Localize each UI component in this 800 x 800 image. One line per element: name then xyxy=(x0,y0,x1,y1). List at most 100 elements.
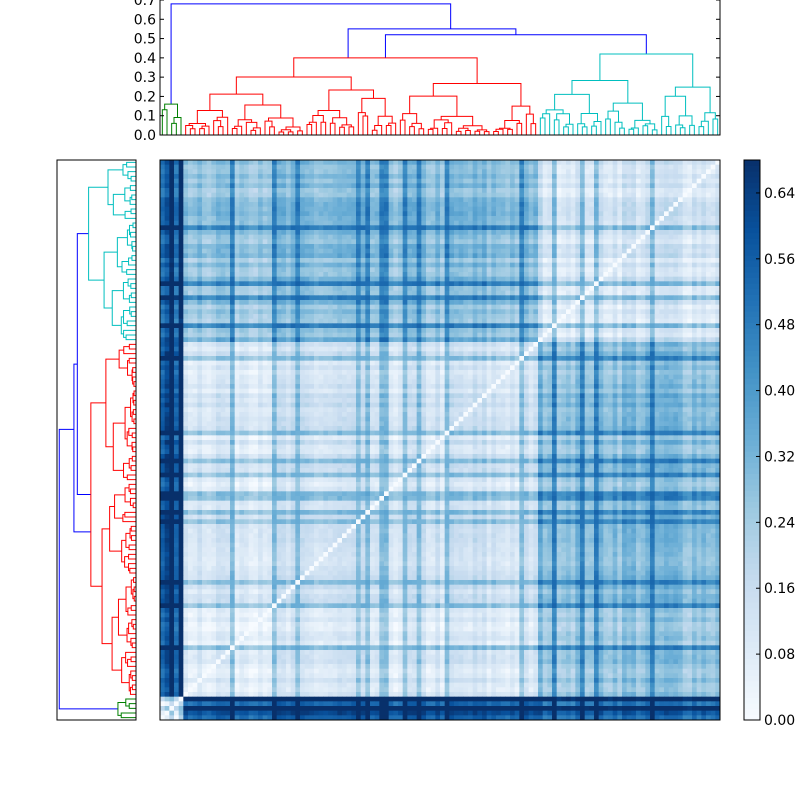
heatmap-cell xyxy=(328,188,333,193)
heatmap-cell xyxy=(659,211,664,216)
heatmap-cell xyxy=(291,188,296,193)
heatmap-cell xyxy=(347,239,352,244)
heatmap-cell xyxy=(510,337,515,342)
heatmap-cell xyxy=(440,183,445,188)
heatmap-cell xyxy=(669,258,674,263)
heatmap-cell xyxy=(183,253,188,258)
heatmap-cell xyxy=(515,225,520,230)
heatmap-cell xyxy=(426,267,431,272)
heatmap-cell xyxy=(253,309,258,314)
heatmap-cell xyxy=(482,230,487,235)
heatmap-cell xyxy=(244,249,249,254)
heatmap-cell xyxy=(589,333,594,338)
heatmap-cell xyxy=(440,216,445,221)
heatmap-cell xyxy=(174,333,179,338)
heatmap-cell xyxy=(496,230,501,235)
heatmap-cell xyxy=(547,300,552,305)
heatmap-cell xyxy=(384,267,389,272)
heatmap-cell xyxy=(421,193,426,198)
heatmap-cell xyxy=(277,272,282,277)
heatmap-cell xyxy=(463,225,468,230)
heatmap-cell xyxy=(664,314,669,319)
heatmap-cell xyxy=(487,253,492,258)
heatmap-cell xyxy=(594,258,599,263)
heatmap-cell xyxy=(225,169,230,174)
heatmap-cell xyxy=(169,305,174,310)
heatmap-cell xyxy=(678,169,683,174)
heatmap-cell xyxy=(641,272,646,277)
heatmap-cell xyxy=(566,230,571,235)
heatmap-cell xyxy=(496,309,501,314)
heatmap-cell xyxy=(440,300,445,305)
heatmap-cell xyxy=(417,309,422,314)
heatmap-cell xyxy=(305,314,310,319)
heatmap-cell xyxy=(165,319,170,324)
heatmap-cell xyxy=(571,272,576,277)
heatmap-cell xyxy=(347,249,352,254)
heatmap-cell xyxy=(561,216,566,221)
heatmap-cell xyxy=(263,211,268,216)
heatmap-cell xyxy=(477,197,482,202)
heatmap-cell xyxy=(314,207,319,212)
heatmap-cell xyxy=(599,235,604,240)
heatmap-cell xyxy=(281,216,286,221)
heatmap-cell xyxy=(277,169,282,174)
heatmap-cell xyxy=(253,239,258,244)
heatmap-cell xyxy=(361,328,366,333)
heatmap-cell xyxy=(216,239,221,244)
heatmap-cell xyxy=(552,323,557,328)
heatmap-cell xyxy=(431,244,436,249)
heatmap-cell xyxy=(179,333,184,338)
dendrogram-link xyxy=(594,121,601,135)
heatmap-cell xyxy=(701,193,706,198)
heatmap-cell xyxy=(370,239,375,244)
heatmap-cell xyxy=(505,179,510,184)
heatmap-cell xyxy=(179,342,184,347)
heatmap-cell xyxy=(328,267,333,272)
heatmap-cell xyxy=(342,244,347,249)
heatmap-cell xyxy=(599,337,604,342)
heatmap-cell xyxy=(253,328,258,333)
heatmap-cell xyxy=(501,328,506,333)
heatmap-cell xyxy=(398,207,403,212)
heatmap-cell xyxy=(636,295,641,300)
heatmap-cell xyxy=(249,183,254,188)
dendrogram-link xyxy=(210,94,263,110)
heatmap-cell xyxy=(711,221,716,226)
heatmap-cell xyxy=(608,305,613,310)
heatmap-cell xyxy=(333,207,338,212)
heatmap-cell xyxy=(188,174,193,179)
heatmap-cell xyxy=(678,174,683,179)
heatmap-cell xyxy=(291,183,296,188)
heatmap-cell xyxy=(309,183,314,188)
heatmap-cell xyxy=(459,183,464,188)
heatmap-cell xyxy=(608,300,613,305)
heatmap-cell xyxy=(244,277,249,282)
heatmap-cell xyxy=(533,253,538,258)
heatmap-cell xyxy=(566,202,571,207)
heatmap-cell xyxy=(613,188,618,193)
heatmap-cell xyxy=(468,165,473,170)
heatmap-cell xyxy=(673,202,678,207)
heatmap-cell xyxy=(253,291,258,296)
heatmap-cell xyxy=(351,319,356,324)
heatmap-cell xyxy=(557,263,562,268)
heatmap-cell xyxy=(435,235,440,240)
heatmap-cell xyxy=(412,305,417,310)
heatmap-cell xyxy=(515,174,520,179)
heatmap-cell xyxy=(202,309,207,314)
heatmap-cell xyxy=(524,277,529,282)
heatmap-cell xyxy=(473,244,478,249)
heatmap-cell xyxy=(585,211,590,216)
heatmap-cell xyxy=(291,253,296,258)
heatmap-cell xyxy=(295,249,300,254)
dendrogram-link xyxy=(132,433,136,438)
heatmap-cell xyxy=(333,333,338,338)
heatmap-cell xyxy=(426,314,431,319)
heatmap-cell xyxy=(393,197,398,202)
heatmap-cell xyxy=(295,211,300,216)
heatmap-cell xyxy=(454,291,459,296)
heatmap-cell xyxy=(589,221,594,226)
heatmap-cell xyxy=(664,253,669,258)
heatmap-cell xyxy=(645,305,650,310)
